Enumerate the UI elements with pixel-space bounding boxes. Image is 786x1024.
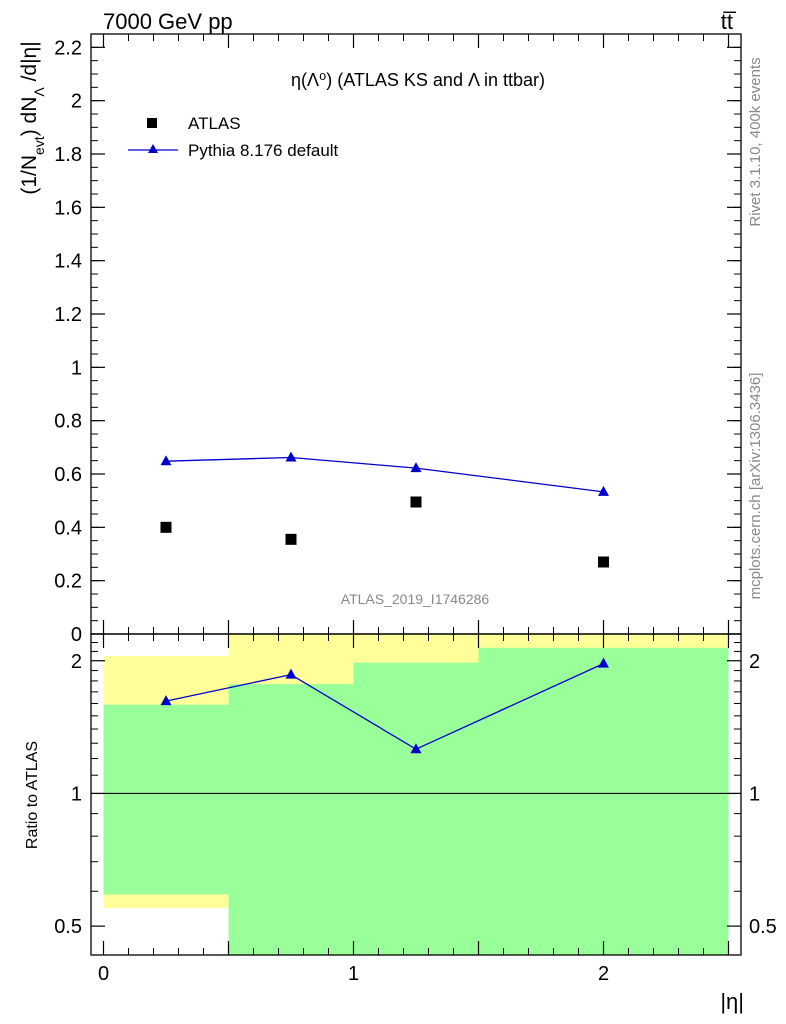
rivet-info: Rivet 3.1.10, 400k events (747, 57, 764, 226)
main-y-tick-label: 2 (71, 91, 82, 113)
energy-label: 7000 GeV pp (103, 9, 233, 34)
ratio-y-tick-label-left: 2 (71, 651, 82, 673)
ratio-y-tick-label-right: 2 (749, 651, 760, 673)
x-axis-label: |η| (720, 989, 744, 1014)
ratio-band-1-bin-2 (353, 662, 479, 955)
main-y-tick-label: 1.4 (54, 251, 82, 273)
chart-axes: 0 0.2 0.4 0.6 0.8 1 1.2 1.4 1.6 1.8 2 2.2 0 1 2 0.5 0.5 1… (54, 33, 777, 985)
main-y-tick-label: 0.6 (54, 464, 82, 486)
pythia-data-point (160, 455, 172, 466)
x-tick-label: 2 (598, 963, 609, 985)
pythia-data-point (410, 462, 422, 473)
ratio-y-tick-label-right: 0.5 (749, 916, 777, 938)
main-y-tick-label: 2.2 (54, 37, 82, 59)
ratio-y-tick-label-left: 1 (71, 783, 82, 805)
plot-title: η(Λ⁰) (ATLAS KS and Λ in ttbar) (291, 70, 545, 90)
ratio-frame (90, 633, 742, 956)
atlas-data-point (285, 533, 297, 545)
process-label: tt̅ (721, 9, 737, 34)
main-y-tick-label: 0 (71, 624, 82, 646)
main-y-tick-label: 0.2 (54, 571, 82, 593)
pythia-data-point (285, 451, 297, 462)
mcplots-info: mcplots.cern.ch [arXiv:1306.3436] (747, 373, 764, 600)
ratio-band-1-bin-3 (478, 647, 729, 955)
ratio-data-point (285, 668, 297, 679)
x-tick-label: 1 (348, 963, 359, 985)
ratio-y-tick-label-left: 0.5 (54, 916, 82, 938)
main-y-tick-label: 1.8 (54, 144, 82, 166)
ratio-band-1-bin-0 (103, 704, 229, 895)
ratio-panel (103, 634, 729, 955)
legend-pythia-label: Pythia 8.176 default (188, 141, 339, 160)
main-series-1-line (165, 456, 604, 493)
main-y-tick-label: 1.6 (54, 197, 82, 219)
main-y-tick-label: 0.8 (54, 411, 82, 433)
x-tick-label: 0 (98, 963, 109, 985)
analysis-watermark: ATLAS_2019_I1746286 (341, 591, 490, 607)
ratio-series-line (165, 663, 604, 750)
main-y-tick-label: 1 (71, 357, 82, 379)
legend-pythia-marker (148, 144, 158, 153)
main-y-axis-label: (1/Nevt) dNΛ /d|η| (18, 41, 47, 194)
main-y-tick-label: 1.2 (54, 304, 82, 326)
ratio-band-1-bin-1 (228, 684, 354, 955)
ratio-y-axis-label: Ratio to ATLAS (24, 741, 41, 849)
main-y-tick-label: 0.4 (54, 517, 82, 539)
ratio-y-tick-label-right: 1 (749, 783, 760, 805)
pythia-data-point (598, 485, 609, 496)
ratio-data-point (598, 657, 609, 668)
legend-atlas-marker (147, 118, 157, 128)
atlas-data-point (598, 556, 609, 568)
atlas-data-point (410, 496, 422, 508)
atlas-data-point (160, 521, 172, 533)
legend: ATLAS Pythia 8.176 default (128, 114, 339, 160)
chart-marks (91, 451, 741, 795)
legend-atlas-label: ATLAS (188, 114, 241, 133)
ratio-data-point (410, 743, 422, 754)
ratio-data-point (160, 695, 172, 706)
